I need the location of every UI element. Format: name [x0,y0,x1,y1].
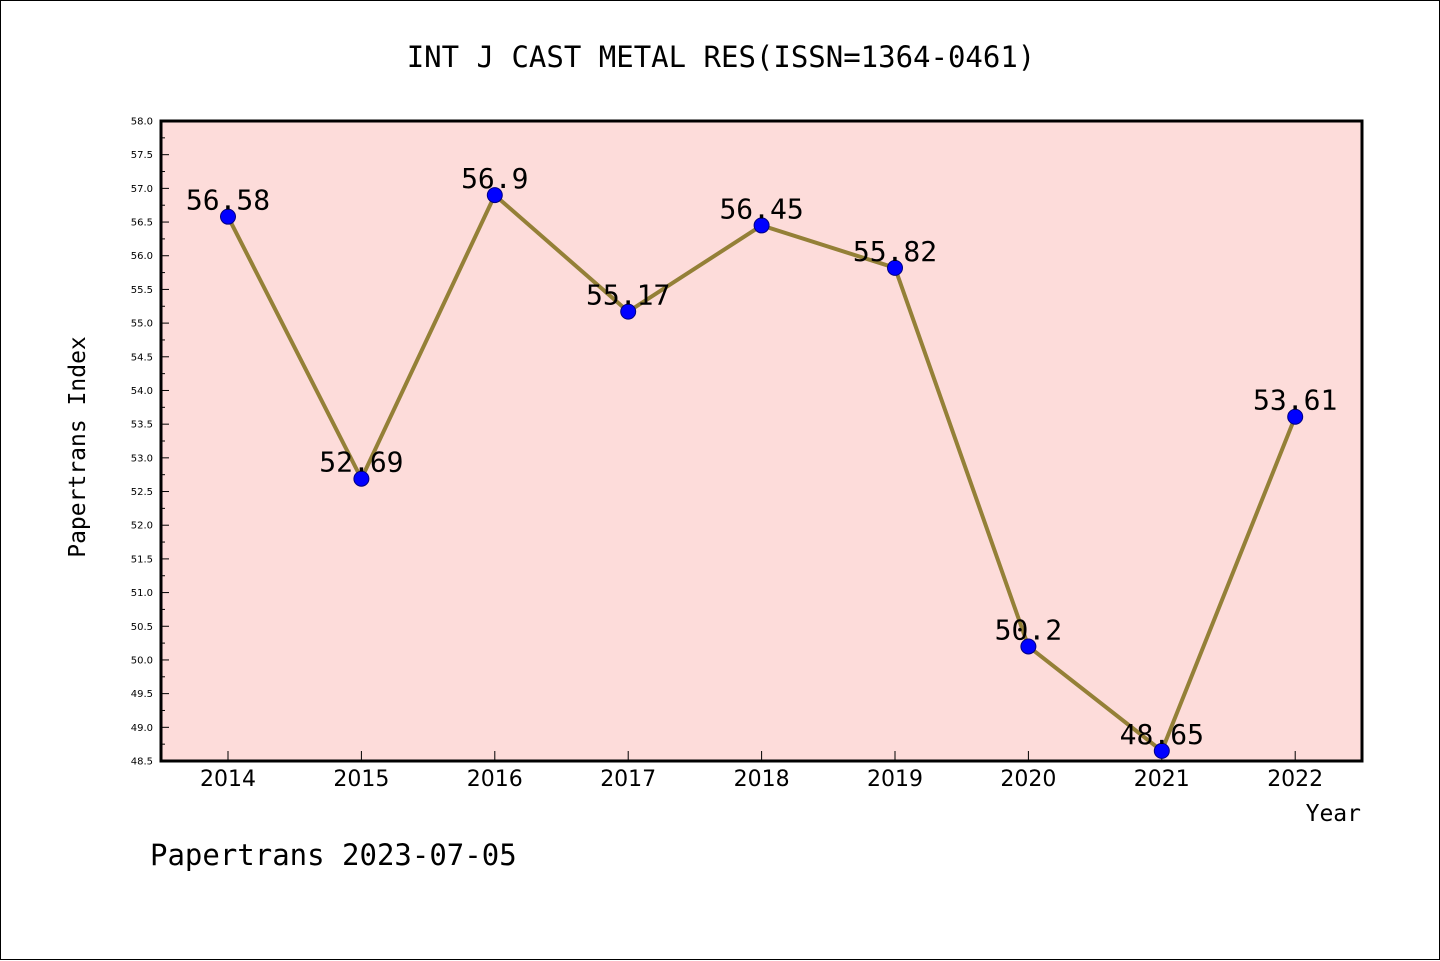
y-tick-label: 53.5 [131,420,153,431]
data-point [353,470,370,487]
x-tick-label: 2022 [1267,767,1323,792]
y-tick-label: 49.5 [131,689,153,700]
y-tick-label: 50.5 [131,622,153,633]
y-tick-label: 48.5 [131,757,153,768]
y-tick-label: 51.0 [131,588,153,599]
x-tick-label: 2020 [1000,767,1056,792]
y-tick-label: 55.0 [131,319,153,330]
data-point [1153,742,1170,759]
y-tick-label: 56.5 [131,218,153,229]
y-tick-label: 52.5 [131,487,153,498]
data-label: 55.17 [586,279,670,312]
y-tick-label: 51.5 [131,554,153,565]
data-label: 56.9 [461,162,528,195]
data-point [1287,408,1304,425]
footer-text: Papertrans 2023-07-05 [150,838,517,872]
y-tick-label: 54.0 [131,386,153,397]
y-axis-label: Papertrans Index [65,336,91,558]
y-tick-label: 52.0 [131,521,153,532]
y-axis: 48.5 49.0 49.5 50.0 50.5 51.0 51.5 52.0 52.5 53.0… [131,117,169,768]
data-label: 52.69 [319,446,403,479]
chart-title: INT J CAST METAL RES(ISSN=1364-0461) [407,40,1036,74]
y-tick-label: 57.0 [131,184,153,195]
data-point [1020,638,1037,655]
x-axis-label: Year [1306,801,1361,827]
x-tick-label: 2021 [1134,767,1190,792]
y-tick-label: 56.0 [131,251,153,262]
x-tick-label: 2016 [467,767,523,792]
x-axis: 2014 2015 2016 2017 2018 2019 2020 2021 2022 [200,751,1323,792]
x-tick-label: 2015 [333,767,389,792]
y-tick-label: 58.0 [131,117,153,128]
y-tick-label: 50.0 [131,655,153,666]
data-point [486,187,503,204]
y-tick-label: 53.0 [131,453,153,464]
x-tick-label: 2018 [734,767,790,792]
data-label: 53.61 [1253,384,1337,417]
x-tick-label: 2014 [200,767,256,792]
y-tick-label: 49.0 [131,723,153,734]
data-label-group: 56.58 52.69 56.9 55.17 56.45 55.82 50.2 48.65 53… [186,162,1337,751]
data-point [620,303,637,320]
data-label: 56.45 [719,192,803,225]
x-tick-label: 2019 [867,767,923,792]
y-tick-label: 54.5 [131,352,153,363]
data-label: 56.58 [186,184,270,217]
data-point [887,259,903,276]
data-label: 50.2 [995,613,1062,646]
y-tick-label: 55.5 [131,285,153,296]
marker-group [220,187,1304,759]
data-point [753,217,770,234]
data-label: 48.65 [1120,718,1204,751]
data-point [220,208,236,225]
y-tick-label: 57.5 [131,150,153,161]
data-label: 55.82 [853,235,937,268]
x-tick-label: 2017 [600,767,656,792]
